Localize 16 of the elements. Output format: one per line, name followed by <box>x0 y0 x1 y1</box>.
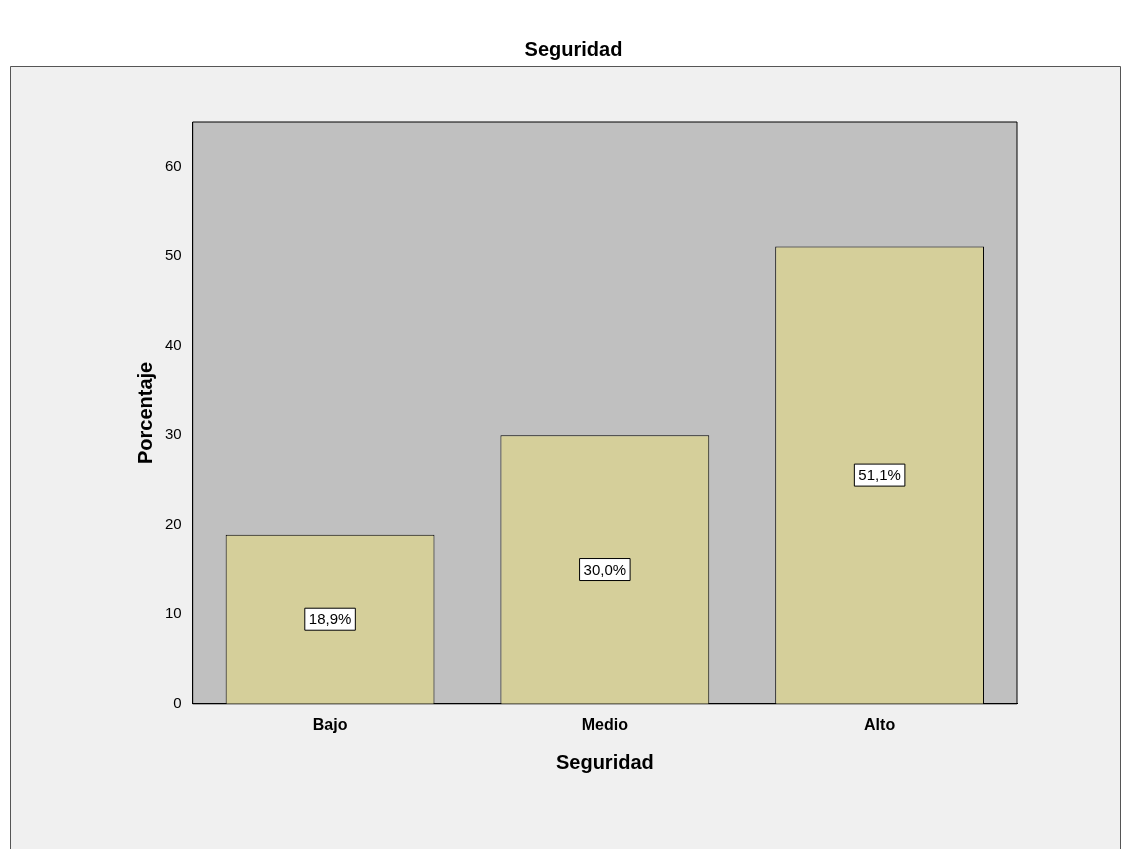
data-label: 51,1% <box>858 466 901 484</box>
y-tick-label: 0 <box>173 693 182 711</box>
x-tick-label: Alto <box>864 715 896 733</box>
y-tick-label: 40 <box>165 335 182 353</box>
y-tick-label: 10 <box>165 604 182 622</box>
y-tick-label: 60 <box>165 156 182 174</box>
y-tick-label: 30 <box>165 425 182 443</box>
y-tick-label: 50 <box>165 246 182 264</box>
x-tick-label: Medio <box>581 715 629 733</box>
y-tick-label: 20 <box>165 514 182 532</box>
data-label: 18,9% <box>308 610 352 628</box>
x-axis-title: Seguridad <box>555 750 654 773</box>
x-tick-label: Bajo <box>312 715 348 733</box>
data-label: 30,0% <box>583 560 627 578</box>
chart-title: Seguridad <box>524 37 623 60</box>
y-axis-title: Porcentaje <box>133 361 156 465</box>
